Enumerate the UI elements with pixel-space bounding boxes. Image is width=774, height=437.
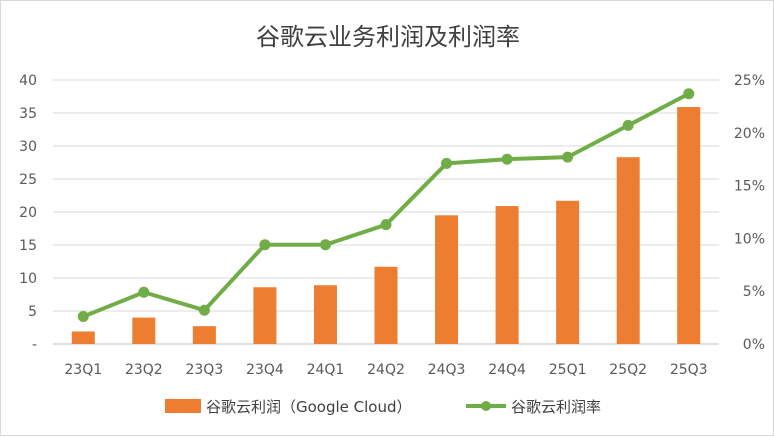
line-point [319,239,331,251]
x-axis-ticks: 23Q1 23Q2 23Q3 23Q4 24Q1 24Q2 24Q3 24Q4 25Q1 25Q2… [64,362,707,378]
line-point [77,311,89,323]
right-tick-label: 15% [734,179,765,195]
bar [253,287,277,344]
left-tick-label: 10 [19,271,37,287]
left-tick-label: 15 [19,238,37,254]
x-tick-label: 23Q1 [64,362,102,378]
bar [374,266,398,344]
legend-bar-swatch [165,399,201,413]
left-axis-ticks: - 5 10 15 20 25 30 35 40 [19,73,37,353]
bar [616,157,640,344]
bar [677,107,701,344]
legend-bar-label: 谷歌云利润（Google Cloud） [206,398,412,416]
left-tick-label: 35 [19,106,37,122]
x-tick-label: 23Q4 [246,362,284,378]
right-tick-label: 5% [743,284,765,300]
x-tick-label: 25Q1 [549,362,587,378]
bar [556,200,580,344]
x-tick-label: 23Q3 [185,362,223,378]
x-tick-label: 23Q2 [125,362,163,378]
right-tick-label: 20% [734,126,765,142]
gridlines [53,79,719,312]
x-tick-label: 24Q4 [488,362,526,378]
x-tick-label: 25Q3 [670,362,708,378]
left-tick-label: 30 [19,139,37,155]
left-tick-label: - [32,337,37,353]
line-point [441,157,453,169]
bar [192,326,216,344]
bar [71,331,95,344]
legend: 谷歌云利润（Google Cloud） 谷歌云利润率 [165,398,601,416]
legend-line-label: 谷歌云利润率 [511,398,601,416]
left-tick-label: 20 [19,205,37,221]
line-point [259,239,271,251]
line-point [562,151,574,163]
right-tick-label: 10% [734,231,765,247]
line-point [501,153,513,165]
right-tick-label: 25% [734,73,765,89]
line-point [198,304,210,316]
line-point [622,119,634,131]
right-tick-label: 0% [743,337,765,353]
bar [495,206,519,344]
bar [313,285,337,344]
line-point [138,286,150,298]
left-tick-label: 40 [19,73,37,89]
bar [435,215,459,344]
left-tick-label: 5 [28,304,37,320]
right-axis-ticks: 0% 5% 10% 15% 20% 25% [734,73,765,353]
line-point [380,219,392,231]
x-tick-label: 25Q2 [609,362,647,378]
bar [132,317,156,344]
left-tick-label: 25 [19,172,37,188]
bar-series [71,107,701,344]
chart-title: 谷歌云业务利润及利润率 [256,23,520,51]
line-point [683,88,695,100]
x-tick-label: 24Q3 [428,362,466,378]
x-tick-label: 24Q1 [307,362,345,378]
line-series [77,88,695,323]
x-tick-label: 24Q2 [367,362,405,378]
legend-line-marker [481,401,491,411]
